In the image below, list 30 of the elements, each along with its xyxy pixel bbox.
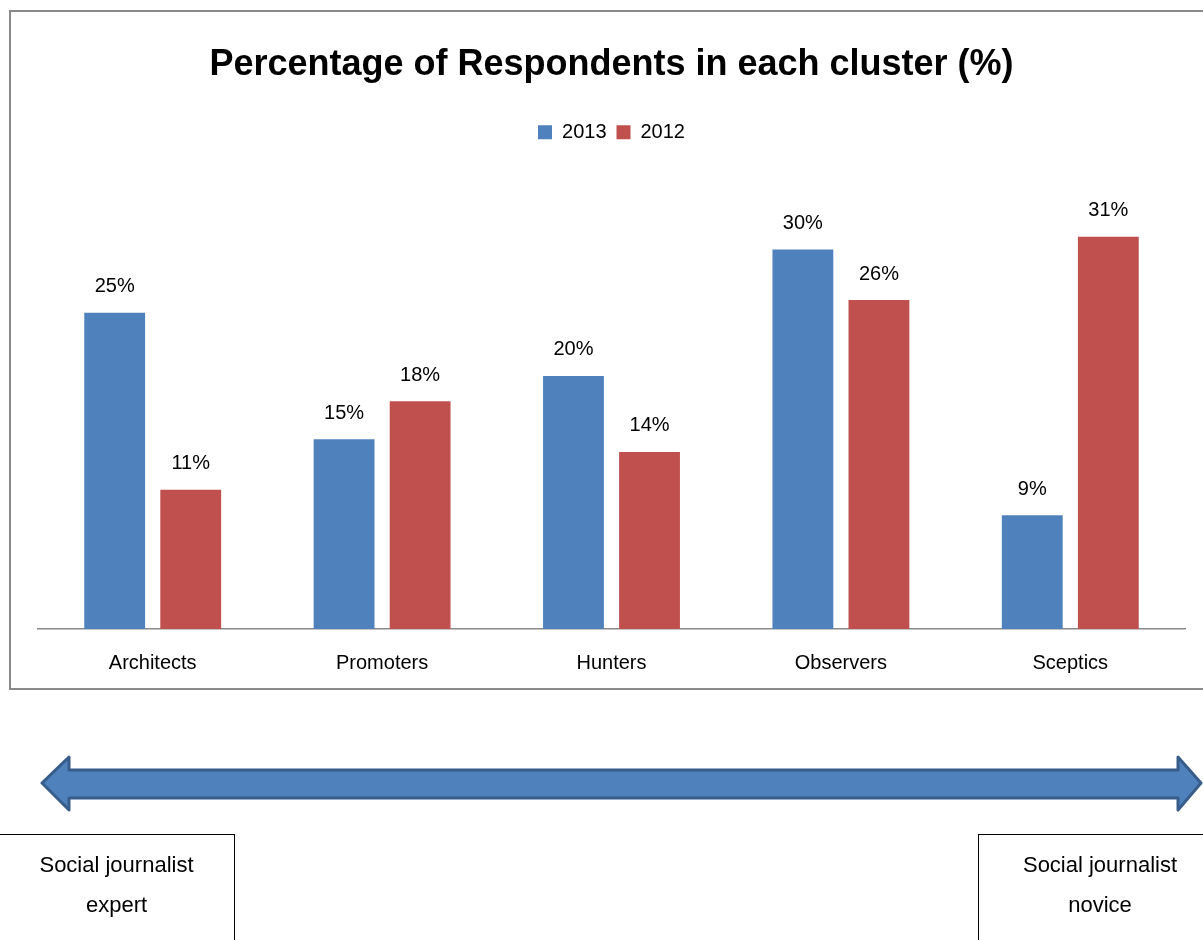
bar (84, 312, 146, 629)
bar (848, 300, 910, 629)
chart-title: Percentage of Respondents in each cluster (%) (209, 41, 1014, 83)
legend-label: 2012 (640, 119, 685, 142)
bar (1001, 515, 1063, 629)
bar (619, 451, 680, 629)
bar (160, 489, 222, 629)
data-label: 14% (629, 413, 670, 436)
bar (1077, 236, 1139, 629)
data-label: 30% (782, 210, 824, 233)
bar (543, 375, 604, 629)
legend-label: 2013 (562, 119, 607, 142)
data-label: 15% (324, 400, 365, 423)
data-label: 26% (858, 261, 900, 284)
x-tick-label: Hunters (576, 650, 647, 673)
data-label: 9% (1017, 476, 1047, 499)
text: Social journalist novice (978, 834, 1203, 940)
text: Social journalist expert (0, 834, 235, 940)
bar (389, 401, 451, 629)
data-label: 31% (1088, 198, 1129, 221)
bar (313, 439, 375, 629)
x-tick-label: Observers (794, 650, 888, 673)
data-label: 11% (171, 451, 211, 474)
x-tick-label: Sceptics (1032, 650, 1109, 673)
data-label: 18% (400, 362, 441, 385)
data-label: 20% (553, 337, 594, 360)
data-label: 25% (94, 274, 135, 297)
x-tick-label: Architects (108, 650, 197, 673)
bar (772, 249, 834, 629)
x-tick-label: Promoters (335, 650, 429, 673)
